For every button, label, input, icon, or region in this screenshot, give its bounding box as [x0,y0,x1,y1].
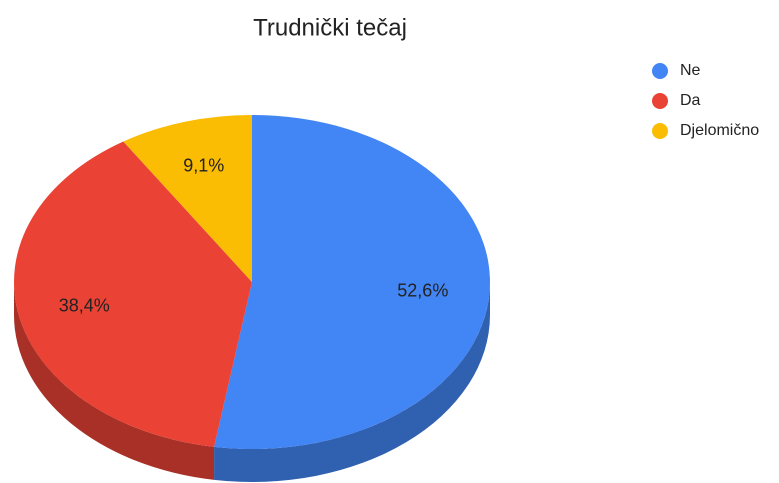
legend-swatch [652,123,668,139]
legend-swatch [652,93,668,109]
data-label: 9,1% [183,155,224,175]
legend-label: Djelomično [680,122,759,139]
slice [14,141,252,447]
legend-label: Ne [680,62,701,79]
slice [214,115,490,449]
slice [123,115,252,282]
data-label: 52,6% [397,280,448,300]
legend-label: Da [680,92,701,109]
slice-side [214,282,490,482]
data-label: 38,4% [59,295,110,315]
legend-swatch [652,63,668,79]
slice-side [14,282,215,480]
chart-title: Trudnički tečaj [253,14,407,41]
